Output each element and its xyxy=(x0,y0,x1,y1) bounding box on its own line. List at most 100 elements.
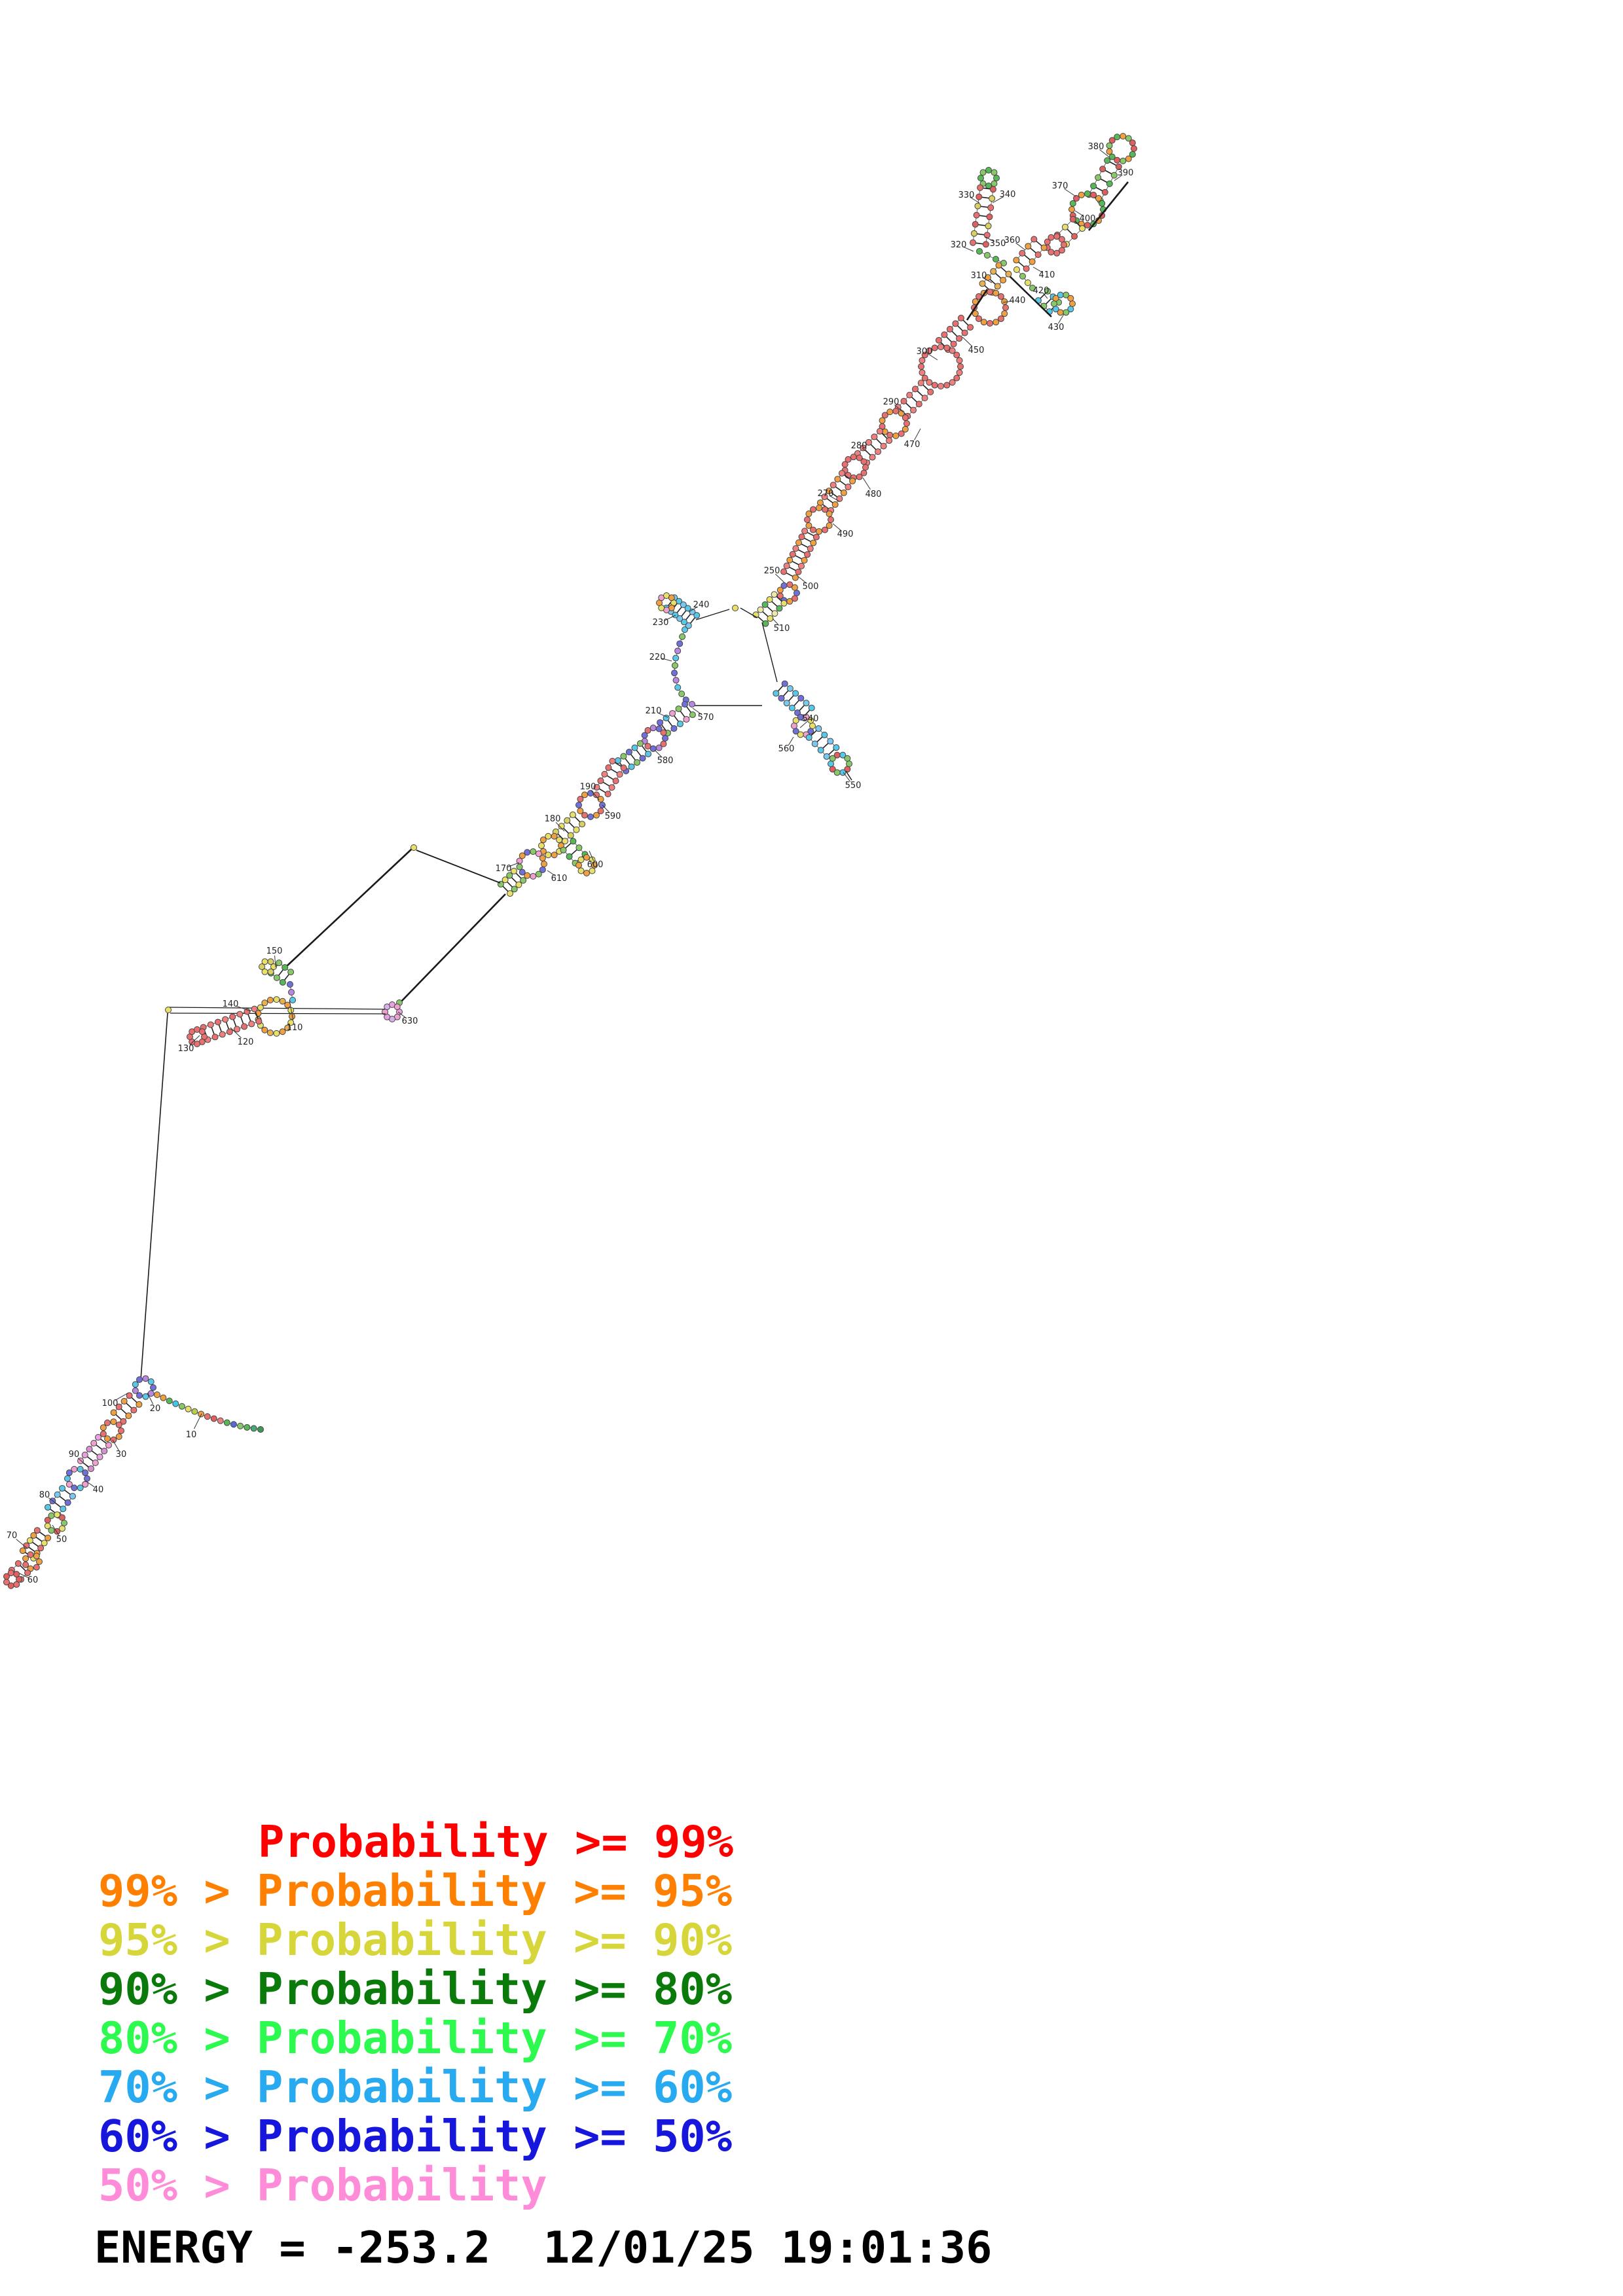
nucleotide-bead xyxy=(795,539,802,547)
nucleotide-bead xyxy=(516,857,523,865)
nucleotide-bead xyxy=(976,248,983,255)
position-label-tick xyxy=(992,196,1004,204)
nucleotide-bead xyxy=(919,369,926,376)
position-label: 410 xyxy=(1039,270,1055,280)
nucleotide-bead xyxy=(830,482,837,489)
nucleotide-bead xyxy=(993,319,1000,326)
nucleotide-bead xyxy=(828,761,834,767)
nucleotide-bead xyxy=(191,1408,198,1415)
nucleotide-bead xyxy=(601,770,608,778)
nucleotide-bead xyxy=(84,1475,90,1482)
nucleotide-bead xyxy=(807,717,814,724)
position-label: 210 xyxy=(646,706,662,716)
nucleotide-bead xyxy=(991,169,998,176)
nucleotide-bead xyxy=(566,853,573,860)
nucleotide-bead xyxy=(1099,166,1106,173)
position-label: 280 xyxy=(851,441,867,451)
nucleotide-bead xyxy=(833,769,841,776)
nucleotide-bead xyxy=(59,1484,66,1492)
nucleotide-bead xyxy=(935,336,942,344)
nucleotide-bead xyxy=(575,862,582,869)
nucleotide-bead xyxy=(86,1446,93,1452)
nucleotide-bead xyxy=(993,256,999,262)
nucleotide-bead xyxy=(979,169,987,176)
position-label: 90 xyxy=(69,1450,80,1460)
nucleotide-bead xyxy=(797,731,804,738)
nucleotide-bead xyxy=(766,596,773,603)
nucleotide-bead xyxy=(577,856,585,863)
nucleotide-bead xyxy=(845,456,852,463)
nucleotide-bead xyxy=(172,1400,179,1407)
nucleotide-bead xyxy=(761,601,769,608)
position-label-tick xyxy=(962,336,973,347)
nucleotide-bead xyxy=(7,1570,14,1577)
helix-strand-backbone xyxy=(982,265,999,284)
nucleotide-bead xyxy=(950,340,957,348)
nucleotide-bead xyxy=(822,526,828,533)
nucleotide-bead xyxy=(551,833,558,840)
nucleotide-bead xyxy=(104,1419,111,1426)
nucleotide-bead xyxy=(54,1511,61,1518)
nucleotide-bead xyxy=(248,1020,255,1028)
nucleotide-bead xyxy=(37,1545,45,1552)
nucleotide-bead xyxy=(33,1564,40,1571)
nucleotide-bead xyxy=(902,425,909,433)
nucleotide-bead xyxy=(198,1410,205,1418)
nucleotide-bead xyxy=(115,1422,122,1429)
nucleotide-bead xyxy=(279,997,286,1005)
nucleotide-bead xyxy=(36,1558,43,1565)
nucleotide-bead xyxy=(931,344,938,351)
nucleotide-bead xyxy=(938,344,944,350)
nucleotide-bead xyxy=(1061,223,1068,230)
nucleotide-bead xyxy=(663,714,670,721)
nucleotide-bead xyxy=(22,1561,29,1568)
nucleotide-bead xyxy=(972,310,979,317)
nucleotide-bead xyxy=(938,383,944,389)
nucleotide-bead xyxy=(991,180,998,187)
nucleotide-bead xyxy=(1069,215,1076,223)
nucleotide-bead xyxy=(88,1465,94,1472)
backbone-connector-line xyxy=(170,1013,386,1014)
nucleotide-bead xyxy=(943,344,951,351)
nucleotide-bead xyxy=(604,791,611,798)
nucleotide-bead xyxy=(570,838,577,845)
energy-annotation: ENERGY = -253.2 12/01/25 19:01:36 xyxy=(94,2222,993,2273)
nucleotide-bead xyxy=(620,753,627,760)
nucleotide-bead xyxy=(1063,291,1070,298)
nucleotide-bead xyxy=(1048,234,1055,241)
nucleotide-bead xyxy=(288,989,295,996)
nucleotide-bead xyxy=(977,175,984,181)
nucleotide-bead xyxy=(989,186,996,193)
nucleotide-bead xyxy=(990,268,997,275)
nucleotide-bead xyxy=(993,175,1000,181)
nucleotide-bead xyxy=(880,442,887,450)
nucleotide-bead xyxy=(210,1415,217,1422)
nucleotide-bead xyxy=(973,211,980,219)
nucleotide-bead xyxy=(680,619,687,626)
nucleotide-bead xyxy=(64,1475,71,1482)
nucleotide-bead xyxy=(81,1452,88,1458)
nucleotide-bead xyxy=(833,751,841,759)
nucleotide-bead xyxy=(579,821,586,828)
nucleotide-bead xyxy=(147,1390,155,1397)
nucleotide-bead xyxy=(515,881,522,888)
nucleotide-bead xyxy=(229,1013,236,1020)
nucleotide-bead xyxy=(671,670,678,677)
nucleotide-bead xyxy=(822,506,828,513)
nucleotide-bead xyxy=(136,1376,143,1383)
nucleotide-bead xyxy=(828,516,834,523)
nucleotide-bead xyxy=(1106,180,1113,187)
position-label: 180 xyxy=(545,814,561,824)
nucleotide-bead xyxy=(1053,233,1061,240)
nucleotide-bead xyxy=(805,734,812,741)
nucleotide-bead xyxy=(597,796,604,802)
position-label-tick xyxy=(1032,266,1044,274)
nucleotide-bead xyxy=(995,262,1002,269)
nucleotide-bead xyxy=(789,550,796,558)
position-label-tick xyxy=(48,1498,60,1506)
nucleotide-bead xyxy=(581,791,588,798)
nucleotide-bead xyxy=(649,725,657,732)
position-label-tick xyxy=(962,246,974,252)
position-label: 270 xyxy=(818,489,834,499)
nucleotide-bead xyxy=(987,289,993,295)
